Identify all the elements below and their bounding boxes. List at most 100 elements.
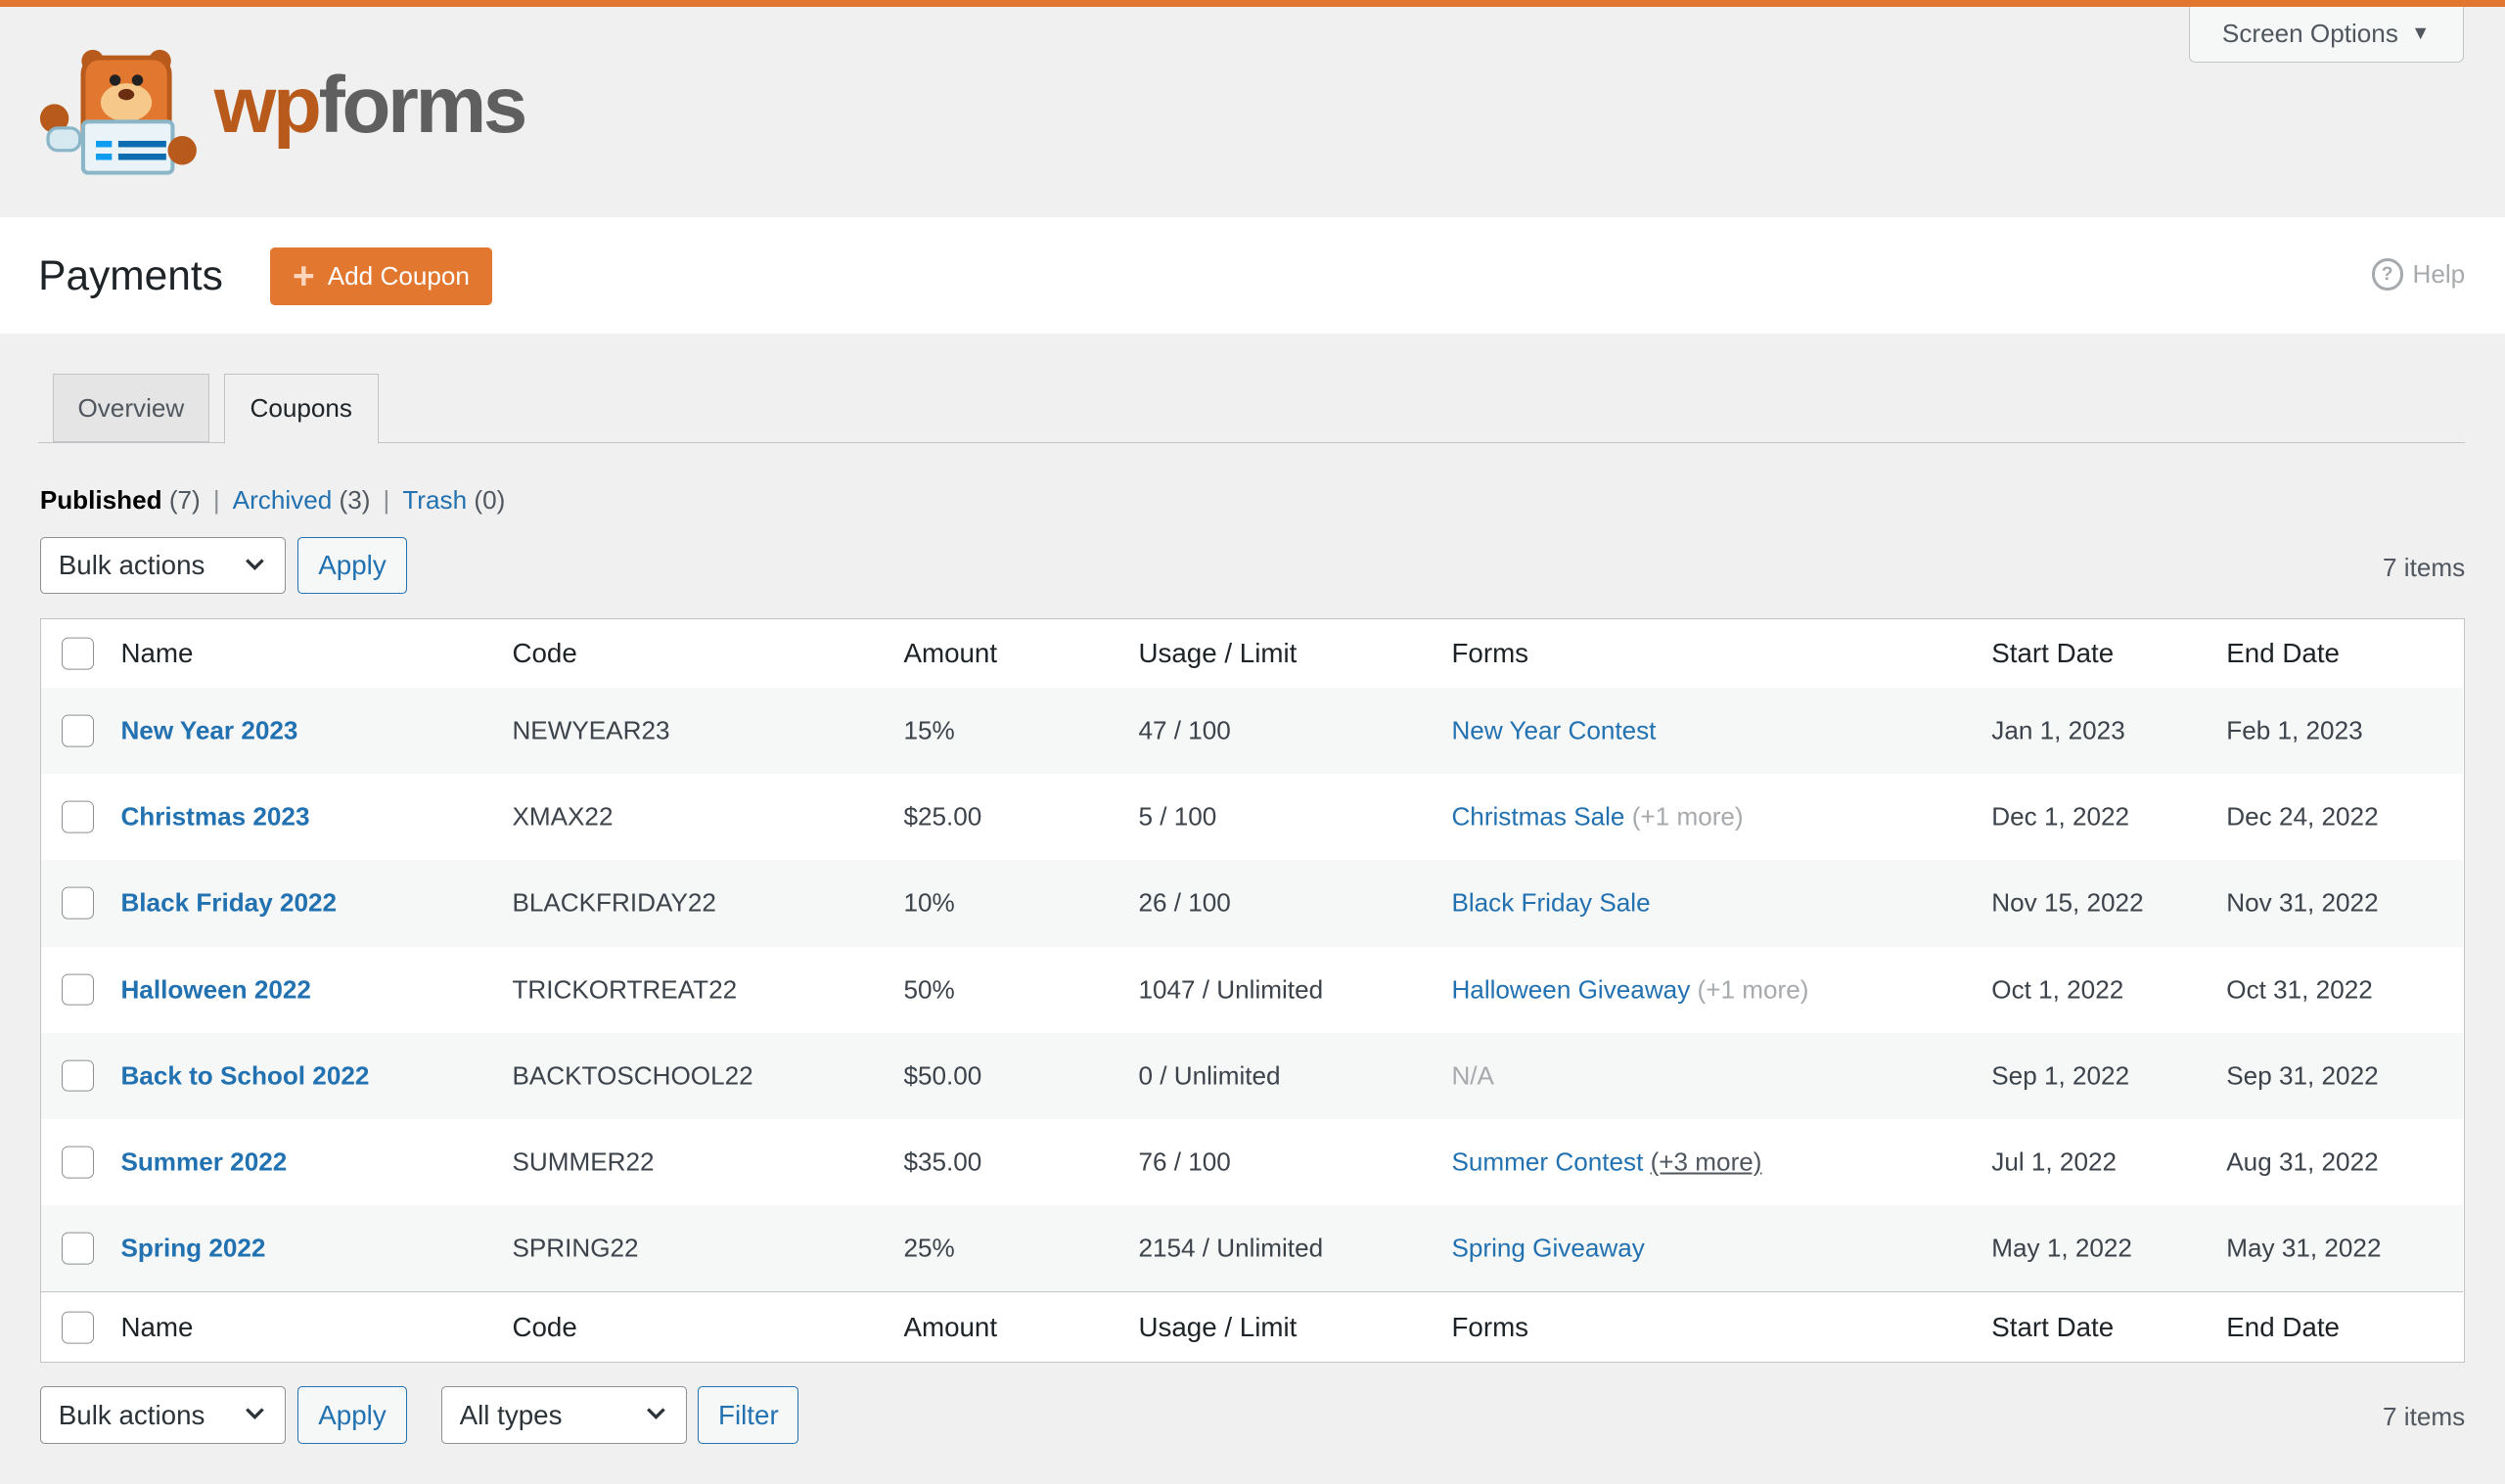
bulk-actions-select-bottom[interactable]: Bulk actions bbox=[39, 1386, 287, 1444]
bulk-actions-select-top[interactable]: Bulk actions bbox=[39, 536, 287, 595]
coupons-table: Name Code Amount Usage / Limit Forms Sta… bbox=[39, 617, 2466, 1363]
more-forms[interactable]: (+3 more) bbox=[1650, 1147, 1762, 1177]
more-forms: (+1 more) bbox=[1631, 801, 1744, 832]
coupon-amount: $35.00 bbox=[903, 1147, 982, 1177]
column-name[interactable]: Name bbox=[120, 637, 194, 668]
coupon-usage: 2154 / Unlimited bbox=[1138, 1233, 1324, 1263]
column-name-footer[interactable]: Name bbox=[120, 1312, 194, 1343]
coupon-amount: 50% bbox=[903, 974, 955, 1005]
coupon-end-date: Feb 1, 2023 bbox=[2226, 715, 2363, 745]
plus-icon: + bbox=[292, 254, 315, 297]
column-end-date[interactable]: End Date bbox=[2226, 637, 2340, 668]
coupon-amount: 10% bbox=[903, 887, 955, 918]
coupon-end-date: Aug 31, 2022 bbox=[2226, 1147, 2379, 1177]
archived-count: (3) bbox=[339, 485, 371, 516]
coupon-usage: 26 / 100 bbox=[1138, 887, 1231, 918]
coupon-end-date: Sep 31, 2022 bbox=[2226, 1060, 2379, 1091]
form-link[interactable]: Summer Contest bbox=[1451, 1147, 1644, 1177]
table-row: New Year 2023 NEWYEAR23 15% 47 / 100 New… bbox=[40, 688, 2463, 775]
coupon-name-link[interactable]: Back to School 2022 bbox=[120, 1060, 370, 1091]
add-coupon-label: Add Coupon bbox=[327, 260, 470, 291]
coupon-end-date: May 31, 2022 bbox=[2226, 1233, 2382, 1263]
table-row: Black Friday 2022 BLACKFRIDAY22 10% 26 /… bbox=[40, 860, 2463, 947]
form-link[interactable]: Spring Giveaway bbox=[1451, 1233, 1645, 1263]
apply-button-top[interactable]: Apply bbox=[296, 536, 408, 595]
row-checkbox[interactable] bbox=[62, 800, 94, 833]
more-forms: (+1 more) bbox=[1697, 974, 1809, 1005]
coupon-start-date: Jan 1, 2023 bbox=[1991, 715, 2125, 745]
coupon-start-date: Jul 1, 2022 bbox=[1991, 1147, 2118, 1177]
coupon-code: SPRING22 bbox=[512, 1233, 639, 1263]
coupon-amount: $25.00 bbox=[903, 801, 982, 832]
column-usage-footer: Usage / Limit bbox=[1138, 1312, 1298, 1343]
tabs: Overview Coupons bbox=[38, 374, 2466, 444]
help-link[interactable]: ? Help bbox=[2371, 258, 2465, 291]
coupon-amount: 25% bbox=[903, 1233, 955, 1263]
screen-options-button[interactable]: Screen Options ▼ bbox=[2188, 6, 2464, 63]
coupon-name-link[interactable]: Summer 2022 bbox=[120, 1147, 288, 1177]
coupon-usage: 1047 / Unlimited bbox=[1138, 974, 1324, 1005]
coupon-amount: 15% bbox=[903, 715, 955, 745]
filter-published[interactable]: Published bbox=[39, 485, 162, 516]
coupon-name-link[interactable]: Christmas 2023 bbox=[120, 801, 310, 832]
coupon-end-date: Dec 24, 2022 bbox=[2226, 801, 2379, 832]
filter-button[interactable]: Filter bbox=[698, 1386, 799, 1444]
table-row: Christmas 2023 XMAX22 $25.00 5 / 100 Chr… bbox=[41, 774, 2463, 860]
column-start-date-footer[interactable]: Start Date bbox=[1991, 1312, 2115, 1343]
row-checkbox[interactable] bbox=[62, 1232, 94, 1265]
items-count-top: 7 items bbox=[2383, 552, 2466, 582]
tab-coupons[interactable]: Coupons bbox=[223, 374, 379, 444]
select-all-checkbox-footer[interactable] bbox=[62, 1311, 94, 1344]
form-link[interactable]: Black Friday Sale bbox=[1451, 887, 1651, 918]
filter-trash[interactable]: Trash bbox=[402, 485, 468, 516]
coupon-start-date: Nov 15, 2022 bbox=[1991, 887, 2144, 918]
coupon-name-link[interactable]: Spring 2022 bbox=[120, 1233, 266, 1263]
column-forms-footer: Forms bbox=[1451, 1312, 1529, 1343]
column-usage: Usage / Limit bbox=[1138, 637, 1298, 668]
coupon-name-link[interactable]: Black Friday 2022 bbox=[120, 887, 338, 918]
coupon-name-link[interactable]: New Year 2023 bbox=[120, 715, 298, 745]
wpforms-logo: wpforms bbox=[35, 45, 528, 176]
form-link[interactable]: Christmas Sale bbox=[1451, 801, 1625, 832]
coupon-code: BLACKFRIDAY22 bbox=[512, 887, 716, 918]
column-code[interactable]: Code bbox=[512, 637, 577, 668]
type-filter-select[interactable]: All types bbox=[440, 1386, 688, 1444]
coupon-end-date: Nov 31, 2022 bbox=[2226, 887, 2379, 918]
page-title: Payments bbox=[38, 251, 223, 298]
select-all-checkbox[interactable] bbox=[62, 637, 94, 670]
trash-count: (0) bbox=[474, 485, 506, 516]
form-link[interactable]: Halloween Giveaway bbox=[1451, 974, 1691, 1005]
filter-archived[interactable]: Archived bbox=[232, 485, 333, 516]
bulk-actions-label: Bulk actions bbox=[58, 549, 205, 580]
apply-button-bottom[interactable]: Apply bbox=[296, 1386, 408, 1444]
coupon-start-date: Sep 1, 2022 bbox=[1991, 1060, 2130, 1091]
coupon-name-link[interactable]: Halloween 2022 bbox=[120, 974, 311, 1005]
column-end-date-footer[interactable]: End Date bbox=[2226, 1312, 2340, 1343]
published-count: (7) bbox=[168, 485, 201, 516]
table-row: Back to School 2022 BACKTOSCHOOL22 $50.0… bbox=[40, 1032, 2463, 1119]
logo-forms-text: forms bbox=[318, 60, 528, 150]
bulk-actions-label-bottom: Bulk actions bbox=[58, 1399, 205, 1430]
row-checkbox[interactable] bbox=[62, 973, 94, 1006]
row-checkbox[interactable] bbox=[62, 887, 94, 920]
add-coupon-button[interactable]: + Add Coupon bbox=[269, 247, 492, 305]
table-row: Spring 2022 SPRING22 25% 2154 / Unlimite… bbox=[40, 1205, 2463, 1292]
column-start-date[interactable]: Start Date bbox=[1991, 637, 2115, 668]
row-checkbox[interactable] bbox=[62, 1059, 94, 1093]
row-checkbox[interactable] bbox=[62, 714, 94, 747]
form-link[interactable]: New Year Contest bbox=[1451, 715, 1657, 745]
items-count-bottom: 7 items bbox=[2383, 1402, 2466, 1432]
chevron-down-icon bbox=[245, 559, 264, 570]
row-checkbox[interactable] bbox=[62, 1146, 94, 1179]
screen-options-label: Screen Options bbox=[2221, 19, 2398, 49]
tab-overview[interactable]: Overview bbox=[52, 374, 209, 443]
forms-na: N/A bbox=[1451, 1060, 1494, 1091]
column-amount[interactable]: Amount bbox=[903, 637, 998, 668]
table-row: Halloween 2022 TRICKORTREAT22 50% 1047 /… bbox=[41, 947, 2463, 1033]
coupon-code: SUMMER22 bbox=[512, 1147, 655, 1177]
top-accent-bar bbox=[0, 0, 2505, 7]
logo-wp-text: wp bbox=[213, 60, 322, 150]
chevron-down-icon bbox=[646, 1408, 665, 1420]
chevron-down-icon bbox=[245, 1408, 264, 1420]
column-code-footer[interactable]: Code bbox=[512, 1312, 577, 1343]
